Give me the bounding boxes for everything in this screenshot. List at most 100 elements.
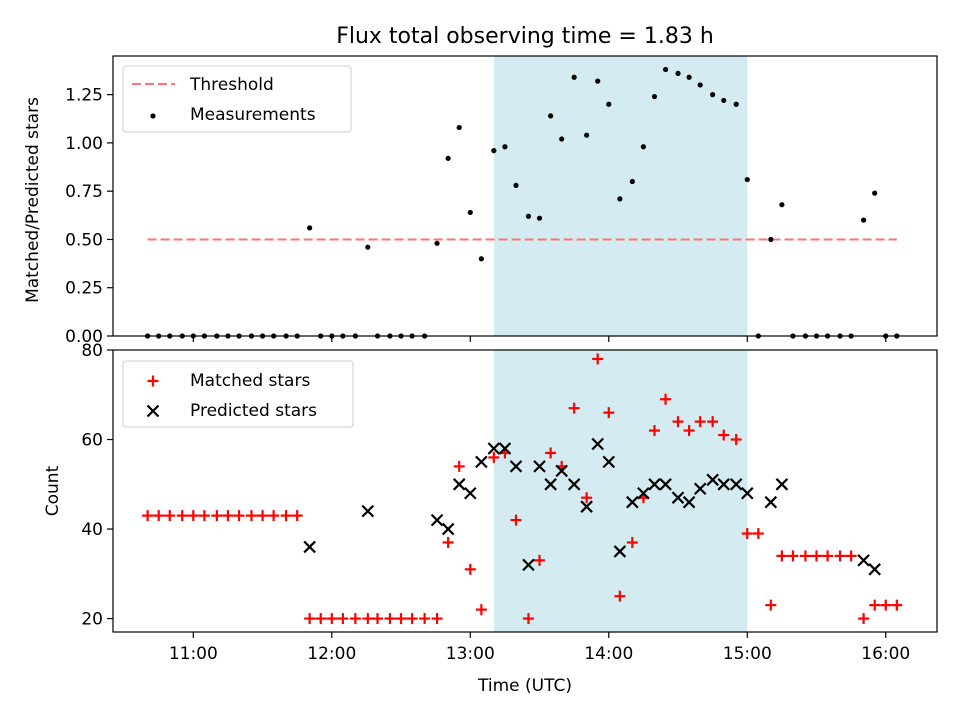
matched-star-point [337,613,349,625]
top-axes-frame [112,55,938,337]
measurement-point [721,97,727,104]
matched-star-point [233,510,245,522]
bottom-axes-frame [112,349,938,633]
top-ytick-label: 1.25 [65,86,103,106]
predicted-star-point [729,478,743,491]
bottom-observing-span [493,350,748,632]
measurement-point [710,92,716,98]
top-ytick-label: 0.25 [65,279,103,299]
xtick-label: 11:00 [169,644,218,664]
bottom-ytick-label: 60 [81,431,103,451]
matched-star-point [245,510,257,522]
measurement-point [478,256,484,262]
measurement-point [513,182,519,188]
bottom-y-axis-label: Count [43,465,63,516]
measurement-point [502,144,508,150]
measurement-point [651,93,658,100]
matched-star-point [222,510,234,522]
legend-x-marker [146,404,160,418]
predicted-star-point [544,478,557,491]
measurement-point [617,196,623,202]
predicted-star-point [430,513,444,527]
matched-star-point [419,613,431,625]
matched-star-point [475,604,487,616]
matched-star-point [694,416,706,428]
bottom-ytick-label: 40 [81,520,103,540]
predicted-star-point [567,478,581,491]
measurement-point [697,82,703,88]
measurement-point [584,132,590,138]
matched-star-point [834,550,846,562]
legend-matched-label: Matched stars [190,371,310,391]
bottom-ytick-label: 80 [81,341,103,361]
measurement-point [525,213,532,219]
predicted-star-point [659,478,672,491]
predicted-star-point [671,491,685,504]
measurement-point [456,124,462,131]
measurement-point [640,144,647,150]
predicted-star-point [764,495,778,509]
legend-x [146,404,160,418]
xtick-label: 15:00 [723,644,772,664]
measurement-point [536,215,543,221]
predicted-star-point [591,437,604,451]
legend-threshold-label: Threshold [189,75,274,95]
matched-star-point [799,550,811,562]
measurement-point [861,217,867,223]
matched-star-point [869,599,881,611]
matched-star-point [464,563,476,575]
measurement-point [445,155,451,161]
matched-star-point [741,528,753,540]
bottom-ytick-label: 20 [81,610,103,630]
measurement-point [779,202,785,208]
matched-star-point [648,425,660,437]
legend-predicted-label: Predicted stars [190,401,317,421]
matched-star-point [187,510,199,522]
xtick-label: 14:00 [584,644,633,664]
matched-star-point [431,613,443,625]
predicted-star-point [648,478,661,491]
matched-star-point [280,510,292,522]
matched-star-point [683,425,695,437]
measurement-point [548,113,554,119]
predicted-star-point [498,442,512,455]
matched-star-point [581,492,593,504]
top-panel: 0.00 0.25 0.50 0.75 1.00 1.25 Matched/Predict… [23,55,938,347]
matched-star-point [822,550,834,562]
matched-star-point [291,510,303,522]
predicted-star-point [580,500,593,513]
matched-star-point [787,550,799,562]
predicted-star-point [522,558,535,572]
matched-star-point [845,550,857,562]
matched-star-point [326,613,338,625]
matched-star-point [534,554,546,566]
predicted-star-point [555,464,568,478]
measurement-point [559,136,565,142]
measurement-point [606,101,612,107]
measurement-point [467,209,473,216]
matched-star-point [614,590,626,602]
predicted-star-point [706,473,719,487]
measurement-point [733,101,739,107]
predicted-star-point [637,486,650,500]
top-legend: Threshold Measurements [122,65,352,133]
predicted-star-point [602,455,616,469]
legend-plus-marker [147,375,159,387]
top-ytick-label: 1.00 [65,134,103,154]
legend-measurements-label: Measurements [190,105,316,125]
matched-star-point [164,510,176,522]
matched-star-point [384,613,396,625]
predicted-star-point [475,455,488,469]
measurement-point [768,236,774,243]
matched-star-point [176,510,188,522]
predicted-star-point [613,545,627,558]
matched-star-point [752,528,764,540]
measurement-point [872,190,878,196]
predicted-star-point [717,478,731,491]
predicted-star-point [441,522,455,536]
measurement-point [744,176,750,183]
legend-plus [147,375,159,387]
matched-star-point [362,613,374,625]
